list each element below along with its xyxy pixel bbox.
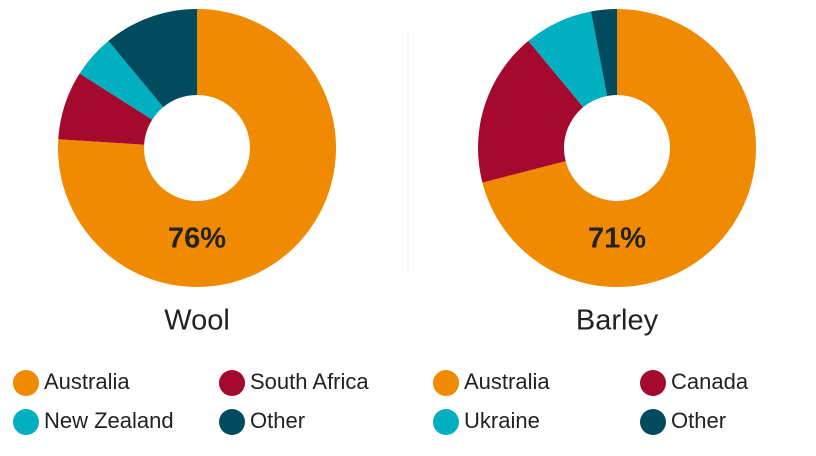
legend-swatch — [219, 409, 245, 435]
legend-label: Canada — [671, 369, 749, 394]
chart-title: Wool — [164, 305, 230, 337]
legend-label: Australia — [44, 369, 130, 394]
chart-title: Barley — [576, 305, 659, 337]
slice — [79, 40, 164, 120]
legend-swatch — [640, 370, 666, 396]
legend-label: South Africa — [250, 369, 369, 394]
value-label: 71% — [588, 223, 646, 255]
legend-swatch — [433, 370, 459, 396]
slice — [528, 11, 608, 108]
legend-label: Other — [671, 408, 726, 433]
slice — [58, 73, 153, 145]
legend-label: Ukraine — [464, 408, 540, 433]
legend-swatch — [13, 409, 39, 435]
legend-swatch — [433, 409, 459, 435]
legend-label: New Zealand — [44, 408, 174, 433]
legend-swatch — [640, 409, 666, 435]
legend-label: Other — [250, 408, 305, 433]
slice — [58, 9, 337, 287]
legend-label: Australia — [464, 369, 550, 394]
value-label: 76% — [168, 223, 226, 255]
slice — [108, 9, 197, 108]
slice — [478, 40, 584, 183]
slice — [482, 9, 756, 287]
slice — [590, 9, 617, 96]
legend-swatch — [13, 370, 39, 396]
legend-swatch — [219, 370, 245, 396]
